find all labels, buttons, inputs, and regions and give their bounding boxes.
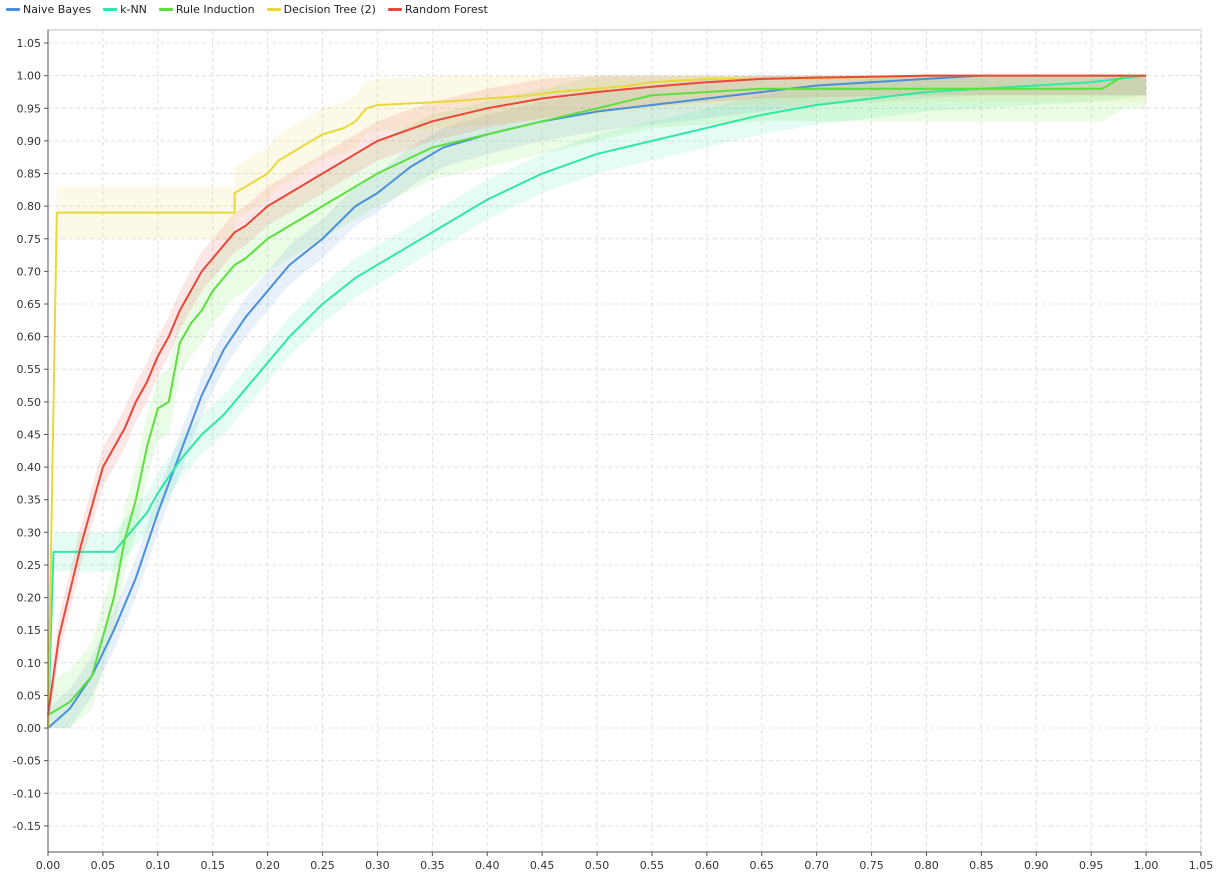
x-tick-label: 1.00 bbox=[1134, 859, 1159, 872]
x-tick-label: 0.70 bbox=[804, 859, 829, 872]
y-tick-label: -0.10 bbox=[13, 787, 41, 800]
x-tick-label: 0.25 bbox=[310, 859, 335, 872]
legend-item: Rule Induction bbox=[158, 2, 255, 16]
x-tick-label: 0.65 bbox=[750, 859, 775, 872]
x-tick-label: 0.75 bbox=[859, 859, 884, 872]
x-tick-label: 0.90 bbox=[1024, 859, 1049, 872]
y-tick-label: 0.25 bbox=[17, 559, 42, 572]
y-tick-label: 0.50 bbox=[17, 396, 42, 409]
y-tick-label: 0.80 bbox=[17, 200, 42, 213]
legend-label: Random Forest bbox=[404, 2, 488, 16]
y-tick-label: 0.05 bbox=[17, 689, 42, 702]
legend-swatch bbox=[387, 7, 402, 11]
legend-label: Decision Tree (2) bbox=[283, 2, 376, 16]
y-axis-ticks: 1.05 1.00 0.95 0.90 0.85 0.80 0.75 0.70 0.65 0.60… bbox=[13, 37, 48, 833]
y-tick-label: 0.55 bbox=[17, 363, 42, 376]
x-tick-label: 0.05 bbox=[91, 859, 116, 872]
y-tick-label: 0.45 bbox=[17, 428, 42, 441]
x-tick-label: 0.35 bbox=[420, 859, 445, 872]
series-line-3 bbox=[47, 74, 1147, 729]
axes bbox=[47, 30, 1201, 853]
y-tick-label: -0.05 bbox=[13, 755, 41, 768]
x-tick-label: 0.50 bbox=[585, 859, 610, 872]
x-tick-label: 0.20 bbox=[255, 859, 280, 872]
x-tick-label: 0.95 bbox=[1079, 859, 1104, 872]
legend: Naive Bayes k-NN Rule Induction Decision Tr… bbox=[0, 0, 494, 18]
legend-item: Decision Tree (2) bbox=[266, 2, 376, 16]
legend-swatch bbox=[266, 7, 281, 11]
y-tick-label: 0.70 bbox=[17, 265, 42, 278]
x-tick-label: 0.55 bbox=[640, 859, 665, 872]
x-axis-ticks: 0.00 0.05 0.10 0.15 0.20 0.25 0.30 0.35 0.40 0.45… bbox=[36, 852, 1214, 872]
y-tick-label: 0.15 bbox=[17, 624, 42, 637]
y-tick-label: 0.60 bbox=[17, 331, 42, 344]
y-tick-label: 0.95 bbox=[17, 102, 42, 115]
legend-item: Naive Bayes bbox=[6, 3, 91, 16]
y-tick-label: 0.30 bbox=[17, 526, 42, 539]
series-lines bbox=[47, 74, 1147, 729]
series-line-4 bbox=[47, 74, 1147, 716]
x-tick-label: 0.00 bbox=[36, 859, 61, 872]
plot-area bbox=[47, 29, 1202, 853]
y-tick-label: 0.90 bbox=[17, 135, 42, 148]
y-tick-label: 0.85 bbox=[17, 168, 42, 181]
series-line-2 bbox=[47, 74, 1147, 716]
y-tick-label: 0.35 bbox=[17, 494, 42, 507]
y-tick-label: -0.15 bbox=[13, 820, 41, 833]
legend-label: Rule Induction bbox=[175, 2, 255, 16]
x-tick-label: 0.45 bbox=[530, 859, 555, 872]
x-tick-label: 0.85 bbox=[969, 859, 994, 872]
x-tick-label: 0.60 bbox=[695, 859, 720, 872]
x-tick-label: 0.15 bbox=[200, 859, 225, 872]
legend-item: k-NN bbox=[103, 3, 147, 16]
legend-swatch bbox=[103, 7, 118, 11]
y-tick-label: 0.20 bbox=[17, 592, 42, 605]
x-tick-label: 0.30 bbox=[365, 859, 390, 872]
x-tick-label: 0.10 bbox=[146, 859, 171, 872]
y-tick-label: 0.65 bbox=[17, 298, 42, 311]
series-line-0 bbox=[47, 74, 1147, 729]
x-tick-label: 0.40 bbox=[475, 859, 500, 872]
legend-label: k-NN bbox=[120, 2, 147, 16]
legend-label: Naive Bayes bbox=[23, 2, 92, 16]
series-line-1 bbox=[47, 74, 1147, 729]
y-tick-label: 0.75 bbox=[17, 233, 42, 246]
y-tick-label: 0.40 bbox=[17, 461, 42, 474]
legend-swatch bbox=[6, 7, 20, 11]
y-tick-label: 0.00 bbox=[17, 722, 42, 735]
legend-item: Random Forest bbox=[387, 2, 488, 16]
x-tick-label: 0.80 bbox=[914, 859, 939, 872]
y-tick-label: 1.00 bbox=[17, 70, 42, 83]
x-tick-label: 1.05 bbox=[1189, 859, 1214, 872]
y-tick-label: 0.10 bbox=[17, 657, 42, 670]
y-tick-label: 1.05 bbox=[17, 37, 42, 50]
legend-swatch bbox=[158, 7, 173, 11]
